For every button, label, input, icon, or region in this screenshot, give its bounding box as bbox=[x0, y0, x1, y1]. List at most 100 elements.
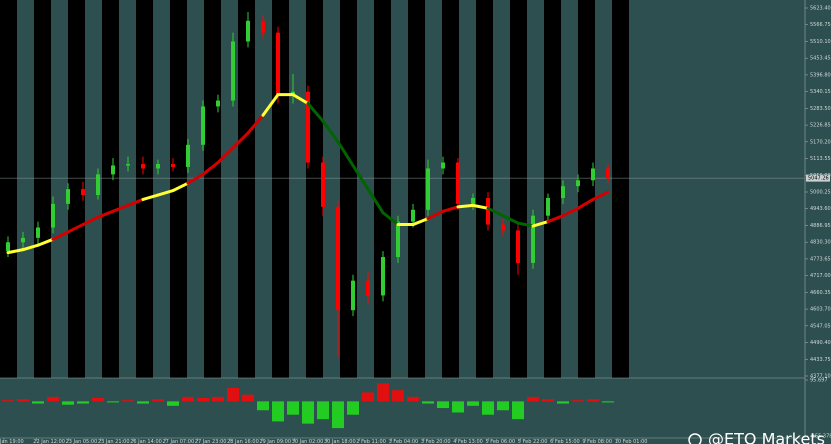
histogram-bar bbox=[542, 399, 554, 402]
stripe bbox=[476, 0, 493, 378]
y-tick-label: 4773.65 bbox=[810, 256, 831, 262]
price-box bbox=[806, 174, 830, 182]
candle-body bbox=[336, 206, 340, 311]
histogram-bar bbox=[182, 396, 194, 402]
x-tick-label: 4 Feb 13:00 bbox=[453, 439, 483, 444]
ma-segment bbox=[6, 248, 25, 255]
stripe bbox=[408, 0, 425, 378]
y-tick-label: 5396.80 bbox=[810, 72, 831, 78]
histogram-bar bbox=[497, 401, 509, 411]
candle-body bbox=[576, 180, 580, 187]
watermark: @ETO Markets bbox=[688, 430, 825, 444]
ma-segment bbox=[411, 217, 430, 227]
candle-body bbox=[36, 227, 40, 238]
stripe bbox=[102, 0, 119, 378]
ma-segment bbox=[141, 193, 160, 201]
candle-body bbox=[351, 280, 355, 311]
x-tick-label: 23 Jan 05:00 bbox=[66, 439, 98, 444]
histogram-bar bbox=[287, 401, 299, 415]
ma-segment bbox=[66, 223, 85, 234]
candle-body bbox=[201, 106, 205, 145]
x-tick-label: 27 Jan 07:00 bbox=[163, 439, 195, 444]
y-tick-label: 4886.95 bbox=[810, 223, 831, 229]
x-tick-label: 3 Feb 04:00 bbox=[389, 439, 419, 444]
candle-body bbox=[381, 257, 385, 296]
histogram-bar bbox=[17, 399, 29, 402]
candle-body bbox=[126, 164, 130, 166]
candle-body bbox=[396, 221, 400, 258]
candle-body bbox=[456, 162, 460, 204]
ma-segment bbox=[96, 209, 115, 219]
histogram-bar bbox=[77, 401, 89, 404]
stripe bbox=[204, 0, 221, 378]
stripe bbox=[510, 0, 527, 378]
histogram-bar bbox=[92, 397, 104, 402]
histogram-bar bbox=[422, 401, 434, 404]
x-tick-label: 6 Feb 15:00 bbox=[550, 439, 580, 444]
candle-body bbox=[81, 189, 85, 196]
y-tick-label: 4377.10 bbox=[810, 373, 831, 379]
x-tick-label: 29 Jan 09:00 bbox=[259, 439, 291, 444]
x-tick-label: 3 Feb 20:00 bbox=[421, 439, 451, 444]
candle-body bbox=[111, 165, 115, 175]
candle-body bbox=[6, 242, 10, 252]
stripe bbox=[544, 0, 561, 378]
candle-body bbox=[366, 280, 370, 296]
histogram-bar bbox=[62, 401, 74, 405]
histogram-bar bbox=[122, 400, 134, 402]
histogram-bar bbox=[452, 401, 464, 413]
ma-segment bbox=[546, 214, 565, 224]
candle-body bbox=[591, 168, 595, 181]
histogram-bar bbox=[242, 394, 254, 402]
y-tick-label: 4660.35 bbox=[810, 290, 831, 296]
stripe bbox=[612, 0, 629, 378]
ma-segment bbox=[156, 189, 175, 197]
ma-segment bbox=[441, 205, 460, 213]
candle-body bbox=[171, 164, 175, 167]
histogram-bar bbox=[167, 401, 179, 406]
candle-body bbox=[156, 164, 160, 169]
candle-body bbox=[141, 164, 145, 169]
histogram-bar bbox=[272, 401, 284, 422]
y-tick-label: 5566.75 bbox=[810, 22, 831, 28]
ma-segment bbox=[186, 172, 205, 185]
histogram-bar bbox=[212, 396, 224, 402]
ma-segment bbox=[486, 206, 505, 218]
y-tick-label: 5226.85 bbox=[810, 123, 831, 129]
y-tick-label: 5170.20 bbox=[810, 139, 831, 145]
y-tick-label: 5113.55 bbox=[810, 156, 831, 162]
histogram-bar bbox=[257, 401, 269, 411]
histogram-bar bbox=[317, 401, 329, 420]
ma-segment bbox=[516, 221, 535, 228]
x-tick-label: 5 Feb 06:00 bbox=[486, 439, 516, 444]
y-tick-label: 4830.30 bbox=[810, 240, 831, 246]
ma-segment bbox=[366, 187, 385, 215]
indicator-tick-label: -155.3785 bbox=[810, 434, 831, 440]
stripe bbox=[34, 0, 51, 378]
y-tick-label: 4603.70 bbox=[810, 307, 831, 313]
ma-segment bbox=[111, 203, 130, 213]
x-tick-label: 26 Jan 14:00 bbox=[130, 439, 162, 444]
histogram-bar bbox=[32, 401, 44, 404]
histogram-bar bbox=[107, 401, 119, 403]
histogram-bar bbox=[527, 396, 539, 402]
y-tick-label: 4490.40 bbox=[810, 340, 831, 346]
stripe bbox=[68, 0, 85, 378]
x-tick-label: 10 Feb 01:00 bbox=[615, 439, 648, 444]
y-tick-label: 5510.10 bbox=[810, 39, 831, 45]
candle-body bbox=[261, 20, 265, 33]
candle-body bbox=[486, 197, 490, 225]
candle-body bbox=[501, 224, 505, 231]
stripe bbox=[136, 0, 153, 378]
histogram-bar bbox=[197, 397, 209, 402]
ma-segment bbox=[321, 119, 340, 144]
y-tick-label: 5000.25 bbox=[810, 189, 831, 195]
histogram-bar bbox=[572, 400, 584, 402]
stripe bbox=[340, 0, 357, 378]
histogram-bar bbox=[152, 399, 164, 402]
ma-segment bbox=[216, 146, 235, 165]
candle-body bbox=[471, 197, 475, 204]
ma-segment bbox=[576, 197, 595, 210]
ma-segment bbox=[561, 206, 580, 218]
